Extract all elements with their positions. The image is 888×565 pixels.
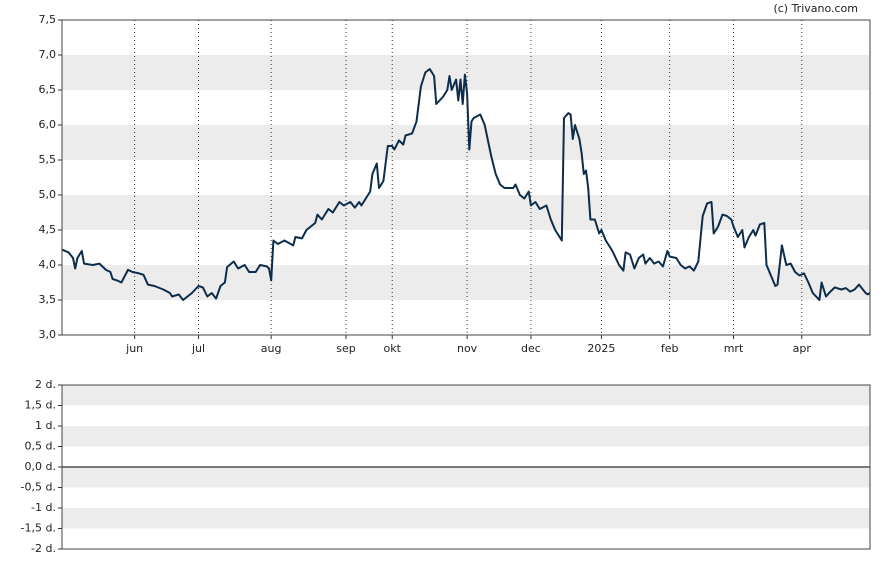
grid-band xyxy=(62,385,870,406)
x-tick-label: nov xyxy=(457,342,478,355)
y-tick-label: 3,0 xyxy=(39,328,57,341)
plot-frame xyxy=(61,384,871,550)
x-tick-label: feb xyxy=(661,342,679,355)
y-tick-label: -0,5 d. xyxy=(21,481,56,494)
x-tick-label: aug xyxy=(261,342,282,355)
plot-frame xyxy=(61,19,871,336)
y-tick-label: -1 d. xyxy=(31,501,56,514)
y-tick-label: 5,5 xyxy=(39,153,57,166)
y-tick-label: 0,0 d. xyxy=(25,460,56,473)
copyright: (c) Trivano.com xyxy=(773,2,858,15)
y-tick-label: 7,0 xyxy=(39,48,57,61)
grid-band xyxy=(62,195,870,230)
x-tick-label: mrt xyxy=(724,342,744,355)
y-tick-label: 1,5 d. xyxy=(25,399,56,412)
x-tick-label: jul xyxy=(191,342,205,355)
x-tick-label: dec xyxy=(521,342,541,355)
y-tick-label: 7,5 xyxy=(39,13,57,26)
y-tick-label: -1,5 d. xyxy=(21,522,56,535)
y-tick-label: 4,5 xyxy=(39,223,57,236)
y-tick-label: 1 d. xyxy=(35,419,56,432)
grid-band xyxy=(62,426,870,447)
y-tick-label: 4,0 xyxy=(39,258,57,271)
grid-band xyxy=(62,265,870,300)
y-tick-label: 5,0 xyxy=(39,188,57,201)
grid-band xyxy=(62,508,870,529)
x-tick-label: apr xyxy=(793,342,812,355)
price-line xyxy=(61,68,871,301)
x-tick-label: jun xyxy=(125,342,143,355)
y-tick-label: 6,5 xyxy=(39,83,57,96)
y-tick-label: 3,5 xyxy=(39,293,57,306)
y-tick-label: 0,5 d. xyxy=(25,440,56,453)
grid-band xyxy=(62,125,870,160)
y-tick-label: 2 d. xyxy=(35,378,56,391)
y-tick-label: -2 d. xyxy=(31,542,56,555)
x-tick-label: okt xyxy=(384,342,402,355)
grid-band xyxy=(62,467,870,488)
x-tick-label: 2025 xyxy=(587,342,615,355)
y-tick-label: 6,0 xyxy=(39,118,57,131)
x-tick-label: sep xyxy=(336,342,355,355)
